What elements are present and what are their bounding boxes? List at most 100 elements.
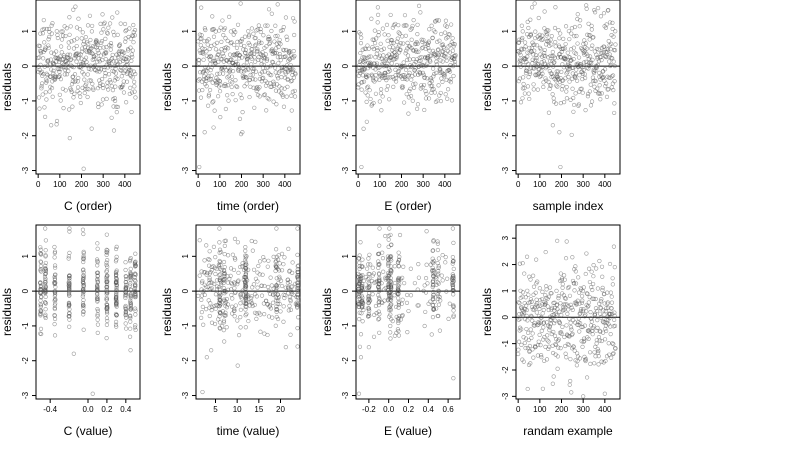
residual-point — [569, 58, 574, 63]
residual-point — [203, 27, 208, 33]
residual-point — [573, 91, 578, 96]
residual-point — [572, 288, 577, 293]
residual-point — [287, 126, 292, 131]
residual-point — [114, 257, 119, 262]
residual-point — [547, 323, 552, 329]
residual-point — [530, 347, 535, 352]
residual-point — [535, 61, 541, 67]
residual-point — [577, 24, 582, 29]
residual-point — [429, 23, 434, 28]
residual-point — [373, 72, 378, 78]
residual-point — [243, 270, 249, 275]
residual-point — [610, 26, 615, 32]
residual-point — [552, 55, 557, 60]
residual-point — [274, 247, 279, 252]
residual-point — [209, 264, 214, 269]
residual-point — [54, 29, 59, 34]
residual-point — [243, 266, 248, 271]
residual-point — [105, 258, 110, 263]
residual-point — [127, 26, 132, 31]
residual-point — [262, 69, 267, 74]
residual-point — [388, 12, 393, 18]
residual-point — [607, 261, 613, 267]
residual-point — [67, 307, 72, 312]
residual-point — [114, 104, 119, 109]
residual-point — [132, 89, 137, 94]
residual-point — [290, 16, 296, 21]
residual-point — [66, 40, 71, 45]
residual-point — [576, 275, 581, 280]
residual-point — [246, 29, 251, 34]
residual-point — [526, 25, 531, 31]
residual-point — [584, 309, 589, 314]
residual-point — [76, 16, 81, 21]
residual-point — [129, 52, 134, 57]
residual-point — [397, 31, 402, 36]
residual-point — [49, 67, 54, 72]
residual-point — [52, 282, 57, 287]
residual-point — [83, 34, 88, 40]
residual-point — [549, 34, 554, 39]
residual-point — [366, 54, 372, 59]
residual-point — [593, 306, 599, 311]
residual-point — [109, 83, 114, 89]
residual-point — [245, 53, 250, 59]
x-tick-label: 0 — [516, 405, 521, 414]
residual-point — [230, 296, 235, 301]
residual-point — [115, 32, 120, 37]
residual-point — [212, 281, 217, 287]
residual-point — [43, 301, 49, 306]
residual-point — [123, 290, 128, 295]
residual-point — [554, 303, 559, 308]
residual-point — [405, 330, 410, 335]
residual-point — [424, 76, 429, 81]
residual-point — [287, 294, 292, 300]
residual-point — [540, 289, 545, 294]
residual-point — [517, 50, 522, 55]
residual-point — [206, 263, 212, 268]
residual-point — [42, 105, 47, 110]
residual-point — [111, 29, 116, 34]
residual-point — [585, 291, 590, 297]
residual-point — [389, 242, 394, 247]
residual-point — [521, 62, 526, 68]
residual-point — [546, 307, 551, 313]
residual-point — [254, 28, 259, 33]
residual-point — [223, 83, 228, 89]
residual-point — [359, 305, 365, 310]
residual-point — [367, 276, 372, 281]
residual-point — [567, 293, 573, 298]
residual-point — [39, 295, 44, 300]
residual-point — [279, 75, 284, 80]
residual-point — [451, 304, 456, 310]
residual-point — [89, 50, 94, 55]
residual-point — [516, 300, 521, 305]
residual-point — [357, 260, 362, 265]
residual-point — [587, 37, 592, 42]
residual-point — [376, 317, 381, 322]
residual-point — [576, 55, 582, 60]
residual-point — [52, 322, 57, 327]
x-axis-title: time (value) — [217, 424, 280, 438]
residual-point — [612, 317, 617, 323]
residual-point — [225, 83, 230, 88]
residual-point — [81, 292, 86, 297]
y-tick-label: 1 — [21, 254, 30, 259]
residual-point — [272, 65, 278, 70]
residual-point — [206, 257, 211, 262]
residual-point — [81, 281, 86, 286]
residual-point — [104, 247, 109, 252]
residual-point — [380, 256, 386, 261]
residual-point — [99, 39, 104, 44]
residual-point — [416, 262, 421, 267]
residual-point — [604, 22, 609, 27]
residual-point — [358, 58, 363, 63]
plot-frame — [35, 0, 141, 175]
residual-point — [266, 284, 271, 290]
residual-point — [58, 77, 64, 82]
residual-point — [612, 110, 617, 116]
residual-point — [525, 318, 530, 323]
residual-point — [244, 304, 249, 309]
residual-point — [110, 15, 115, 20]
residual-point — [235, 282, 240, 287]
